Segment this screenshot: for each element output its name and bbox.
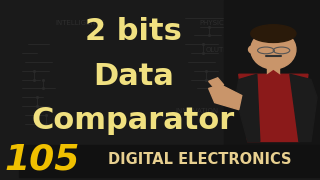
Polygon shape <box>239 74 308 141</box>
Text: PHYSICS: PHYSICS <box>200 20 229 26</box>
Text: 105: 105 <box>4 142 79 176</box>
Text: Data: Data <box>93 62 174 91</box>
Ellipse shape <box>251 30 296 69</box>
Polygon shape <box>209 85 242 110</box>
Polygon shape <box>236 74 260 141</box>
Polygon shape <box>290 74 317 141</box>
Text: OLUTION: OLUTION <box>206 46 236 53</box>
Bar <box>267 59 279 75</box>
Bar <box>224 0 320 145</box>
Polygon shape <box>209 78 224 88</box>
Ellipse shape <box>249 46 256 53</box>
Polygon shape <box>266 71 281 80</box>
Bar <box>19 145 320 177</box>
Text: INTELLIGENCE: INTELLIGENCE <box>55 20 105 26</box>
Text: INNOVATION: INNOVATION <box>176 108 219 114</box>
Text: 2 bits: 2 bits <box>85 17 182 46</box>
Ellipse shape <box>251 25 296 42</box>
Text: DIGITAL ELECTRONICS: DIGITAL ELECTRONICS <box>108 152 292 167</box>
Text: Comparator: Comparator <box>32 106 235 135</box>
